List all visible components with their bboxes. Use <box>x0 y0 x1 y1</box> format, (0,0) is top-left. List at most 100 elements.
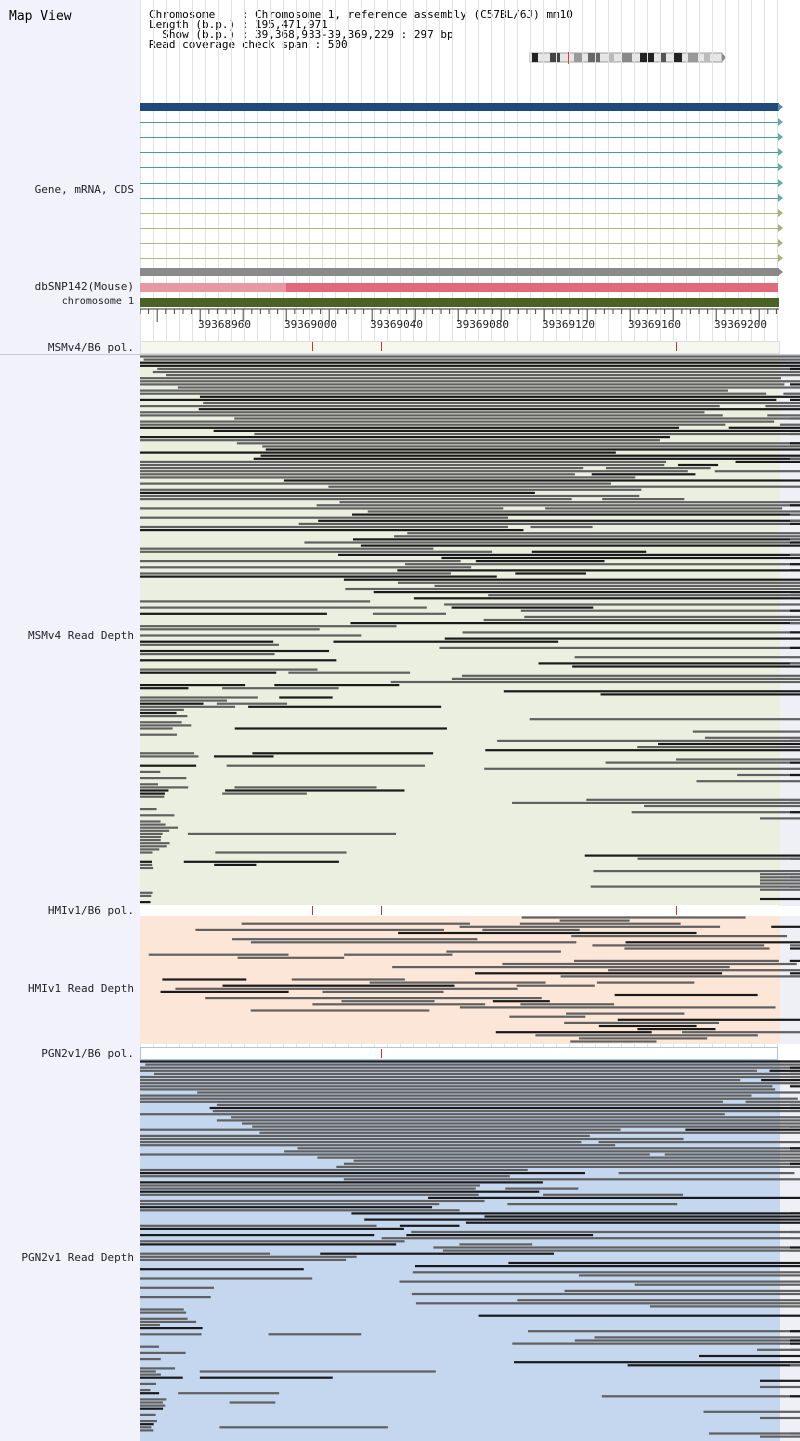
sequence-read <box>237 956 345 959</box>
transcript-line[interactable] <box>140 183 779 184</box>
strand-arrow-icon <box>778 268 783 276</box>
sequence-read <box>605 467 711 470</box>
transcript-line[interactable] <box>140 137 779 138</box>
sequence-read <box>140 1060 800 1063</box>
sequence-read <box>507 1203 678 1206</box>
gene-main-bar[interactable] <box>140 103 779 111</box>
transcript-line[interactable] <box>140 243 779 244</box>
hmi-read-depth-track[interactable] <box>140 916 800 1044</box>
sequence-read <box>140 1113 725 1116</box>
chromosome-ideogram[interactable] <box>528 52 728 64</box>
sequence-read <box>259 1131 800 1134</box>
sequence-read <box>439 646 800 649</box>
sequence-read <box>593 870 800 873</box>
sequence-read <box>790 885 800 888</box>
sequence-read <box>140 839 161 842</box>
sequence-read <box>140 625 397 628</box>
sequence-read <box>790 975 800 978</box>
transcript-line[interactable] <box>140 258 779 259</box>
transcript-line[interactable] <box>140 213 779 214</box>
sequence-read <box>140 1327 203 1330</box>
sequence-read <box>505 1187 579 1190</box>
sequence-read <box>769 1069 800 1072</box>
sequence-read <box>140 894 152 897</box>
sequence-read <box>336 1165 800 1168</box>
polymorphism-mark[interactable] <box>381 906 382 915</box>
sequence-read <box>140 860 152 863</box>
sequence-read <box>291 978 405 981</box>
msm-pol-track[interactable] <box>140 341 780 354</box>
transcript-line[interactable] <box>140 152 779 153</box>
sequence-read <box>183 860 339 863</box>
msm-depth-label: MSMv4 Read Depth <box>28 629 134 642</box>
sequence-read <box>140 1333 202 1336</box>
sequence-read <box>790 457 800 460</box>
msm-read-depth-track[interactable] <box>140 355 800 906</box>
pgn-pol-track[interactable] <box>140 1047 778 1060</box>
sequence-read <box>140 1426 152 1429</box>
sequence-read <box>140 845 167 848</box>
sequence-read <box>714 470 800 473</box>
sequence-read <box>140 1351 186 1354</box>
dbsnp-feature-right[interactable] <box>286 283 778 292</box>
sequence-read <box>140 786 189 789</box>
transcript-line[interactable] <box>140 167 779 168</box>
sequence-read <box>584 854 800 857</box>
polymorphism-mark[interactable] <box>312 342 313 351</box>
sequence-read <box>234 417 800 420</box>
sequence-read <box>459 1243 533 1246</box>
sequence-read <box>760 1379 800 1382</box>
sequence-read <box>140 1134 590 1137</box>
pgn-read-depth-track[interactable] <box>140 1060 800 1441</box>
sequence-read <box>570 1040 657 1043</box>
sequence-read <box>140 470 688 473</box>
polymorphism-mark[interactable] <box>676 342 677 351</box>
ruler-tick-label: 39369080 <box>456 318 509 331</box>
hmi-pol-track[interactable] <box>140 905 778 916</box>
ruler-tick-label: 39369200 <box>714 318 767 331</box>
sequence-read <box>318 519 800 522</box>
sequence-read <box>509 1015 586 1018</box>
transcript-line[interactable] <box>140 122 779 123</box>
sequence-read <box>343 578 800 581</box>
chromosome-bar[interactable] <box>140 298 779 307</box>
sequence-read <box>216 1119 800 1122</box>
sequence-read <box>226 764 425 767</box>
sequence-read <box>614 993 758 997</box>
sequence-read <box>790 569 800 572</box>
sequence-read <box>790 622 800 625</box>
sequence-read <box>596 981 695 984</box>
sequence-read <box>140 733 177 736</box>
sequence-read <box>229 1401 276 1404</box>
sequence-read <box>140 460 667 463</box>
sequence-read <box>140 1227 404 1230</box>
sequence-read <box>140 389 728 392</box>
dbsnp-feature-left[interactable] <box>140 283 286 292</box>
cds-bar[interactable] <box>140 268 779 276</box>
sequence-read <box>339 501 800 504</box>
sequence-read <box>483 618 800 622</box>
sequence-read <box>692 730 800 733</box>
sequence-read <box>322 990 444 993</box>
sequence-read <box>140 383 785 386</box>
sequence-read <box>586 798 800 801</box>
sequence-read <box>685 1128 800 1131</box>
sequence-read <box>761 1079 800 1082</box>
polymorphism-mark[interactable] <box>312 906 313 915</box>
polymorphism-mark[interactable] <box>381 342 382 351</box>
sequence-read <box>757 1348 800 1351</box>
transcript-line[interactable] <box>140 198 779 199</box>
sequence-read <box>175 987 518 990</box>
polymorphism-mark[interactable] <box>676 906 677 915</box>
sequence-read <box>140 380 800 383</box>
sequence-read <box>790 876 800 879</box>
sequence-read <box>140 829 170 832</box>
polymorphism-mark[interactable] <box>381 1049 382 1058</box>
sequence-read <box>140 1358 161 1361</box>
sequence-read <box>602 498 685 501</box>
sequence-read <box>397 581 800 584</box>
sequence-read <box>503 690 800 693</box>
transcript-line[interactable] <box>140 228 779 229</box>
sequence-read <box>140 789 169 792</box>
sequence-read <box>140 1088 776 1091</box>
